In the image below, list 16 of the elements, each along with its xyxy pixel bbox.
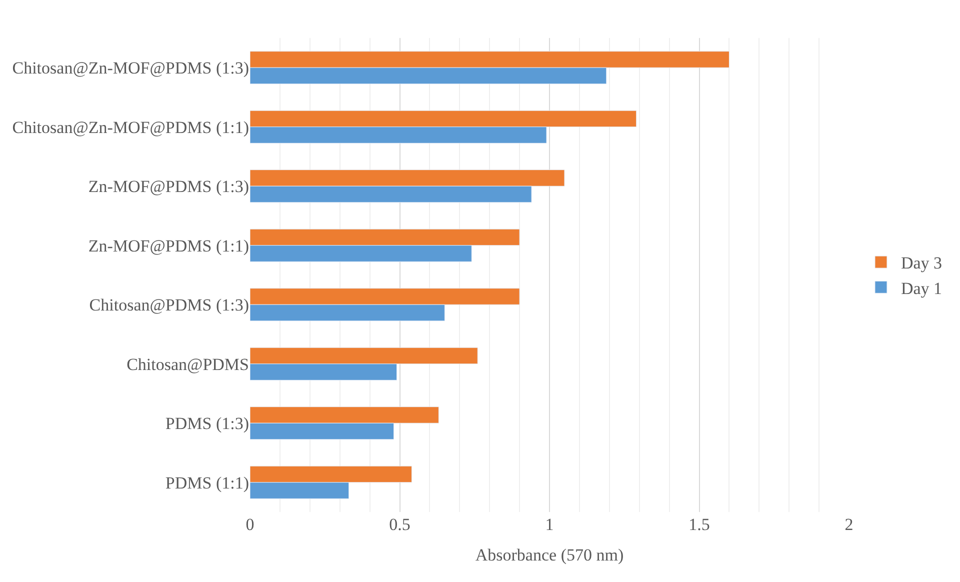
x-axis-title: Absorbance (570 nm) xyxy=(475,545,624,564)
x-tick-label: 1 xyxy=(545,515,554,534)
y-tick-label: PDMS (1:3) xyxy=(165,414,249,434)
x-tick-label: 0.5 xyxy=(389,515,410,534)
y-tick-label: Zn-MOF@PDMS (1:3) xyxy=(88,177,249,196)
y-tick-label: Chitosan@PDMS xyxy=(126,354,249,374)
x-tick-label: 0 xyxy=(246,515,254,534)
y-tick-label: Chitosan@PDMS (1:3) xyxy=(89,296,249,315)
y-tick-label: PDMS (1:1) xyxy=(165,473,249,492)
x-tick-label: 1.5 xyxy=(688,515,710,534)
y-tick-label: Chitosan@Zn-MOF@PDMS (1:1) xyxy=(12,118,249,137)
x-tick-label: 2 xyxy=(844,515,854,534)
y-tick-label: Chitosan@Zn-MOF@PDMS (1:3) xyxy=(12,58,249,78)
legend-label: Day 3 xyxy=(900,254,942,273)
legend-label: Day 1 xyxy=(900,278,942,298)
y-tick-label: Zn-MOF@PDMS (1:1) xyxy=(88,236,249,256)
